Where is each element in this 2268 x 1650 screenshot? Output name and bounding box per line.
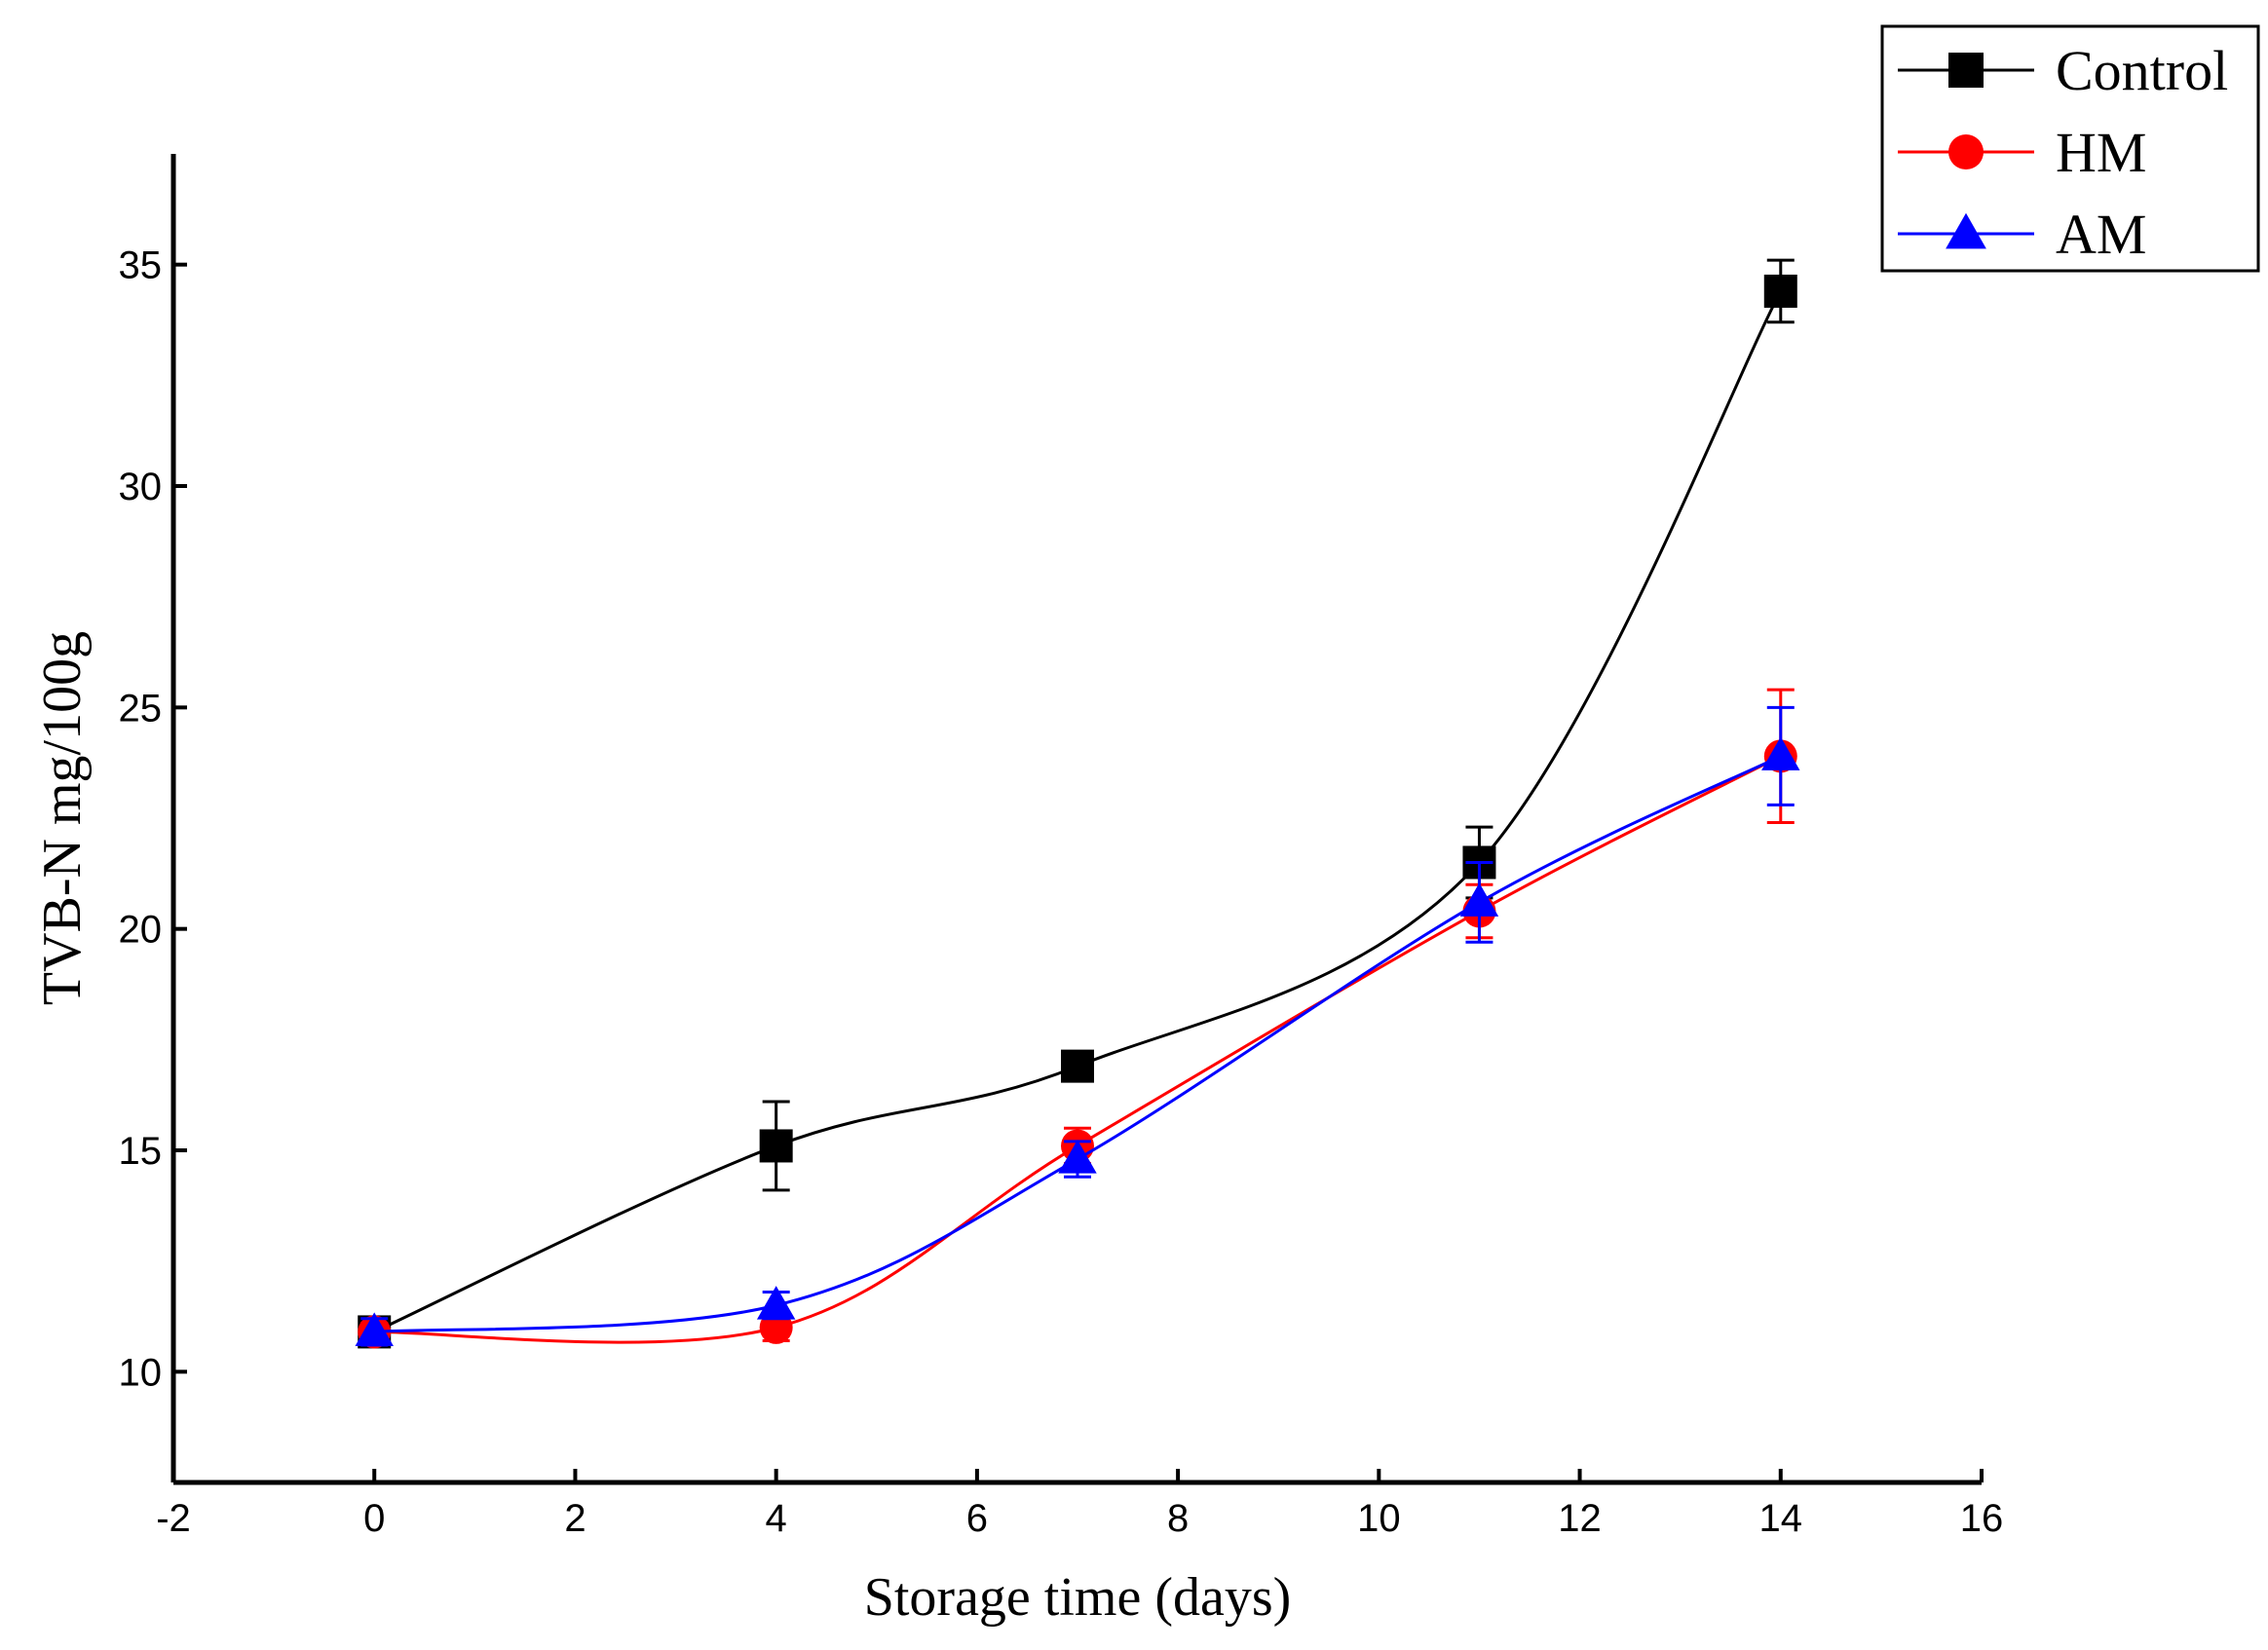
series-control	[358, 258, 1797, 1349]
legend-marker-am	[1946, 212, 1986, 249]
x-tick-label: 6	[966, 1497, 988, 1540]
y-tick-label: 20	[119, 909, 163, 952]
y-tick-label: 25	[119, 687, 163, 730]
legend-label: Control	[2056, 39, 2228, 102]
x-tick-label: 8	[1167, 1497, 1189, 1540]
data-point-am	[756, 1286, 796, 1320]
x-tick-label: 16	[1960, 1497, 2004, 1540]
data-point-am	[355, 1312, 394, 1346]
data-point-control	[1061, 1049, 1094, 1083]
data-point-control	[1763, 274, 1797, 308]
data-point-am	[1459, 882, 1499, 917]
series-line-control	[373, 290, 1783, 1333]
x-tick-label: 12	[1558, 1497, 1602, 1540]
y-axis-title: TVB-N mg/100g	[32, 631, 93, 1005]
legend-label: HM	[2056, 121, 2146, 184]
legend-label: AM	[2056, 203, 2146, 266]
legend-item-hm: HM	[1898, 121, 2146, 184]
legend-item-am: AM	[1898, 203, 2146, 266]
y-tick-label: 35	[119, 244, 163, 287]
series-am	[355, 705, 1800, 1347]
x-tick-label: 14	[1759, 1497, 1803, 1540]
x-tick-label: -2	[156, 1497, 191, 1540]
x-tick-label: 2	[564, 1497, 586, 1540]
ticks: -2 0 2 4 6 8 10 12 14 16 10 15 20 25 30 35	[119, 244, 2004, 1540]
y-tick-label: 10	[119, 1351, 163, 1394]
data-point-am	[1058, 1140, 1097, 1174]
legend-marker-hm	[1948, 134, 1984, 169]
series-hm	[358, 688, 1797, 1349]
y-tick-label: 15	[119, 1130, 163, 1173]
x-tick-label: 10	[1357, 1497, 1401, 1540]
legend-marker-control	[1948, 53, 1984, 88]
data-point-control	[759, 1129, 793, 1163]
x-axis-title: Storage time (days)	[864, 1567, 1292, 1628]
axes	[170, 154, 1982, 1485]
series-line-hm	[374, 755, 1782, 1344]
series-layer	[355, 258, 1800, 1349]
legend: Control HM AM	[1880, 24, 2260, 273]
x-tick-label: 0	[363, 1497, 385, 1540]
data-point-am	[1761, 736, 1800, 770]
legend-item-control: Control	[1898, 39, 2228, 102]
x-tick-label: 4	[766, 1497, 787, 1540]
legend-box	[1880, 24, 2260, 273]
series-line-am	[374, 754, 1782, 1333]
y-tick-label: 30	[119, 466, 163, 508]
